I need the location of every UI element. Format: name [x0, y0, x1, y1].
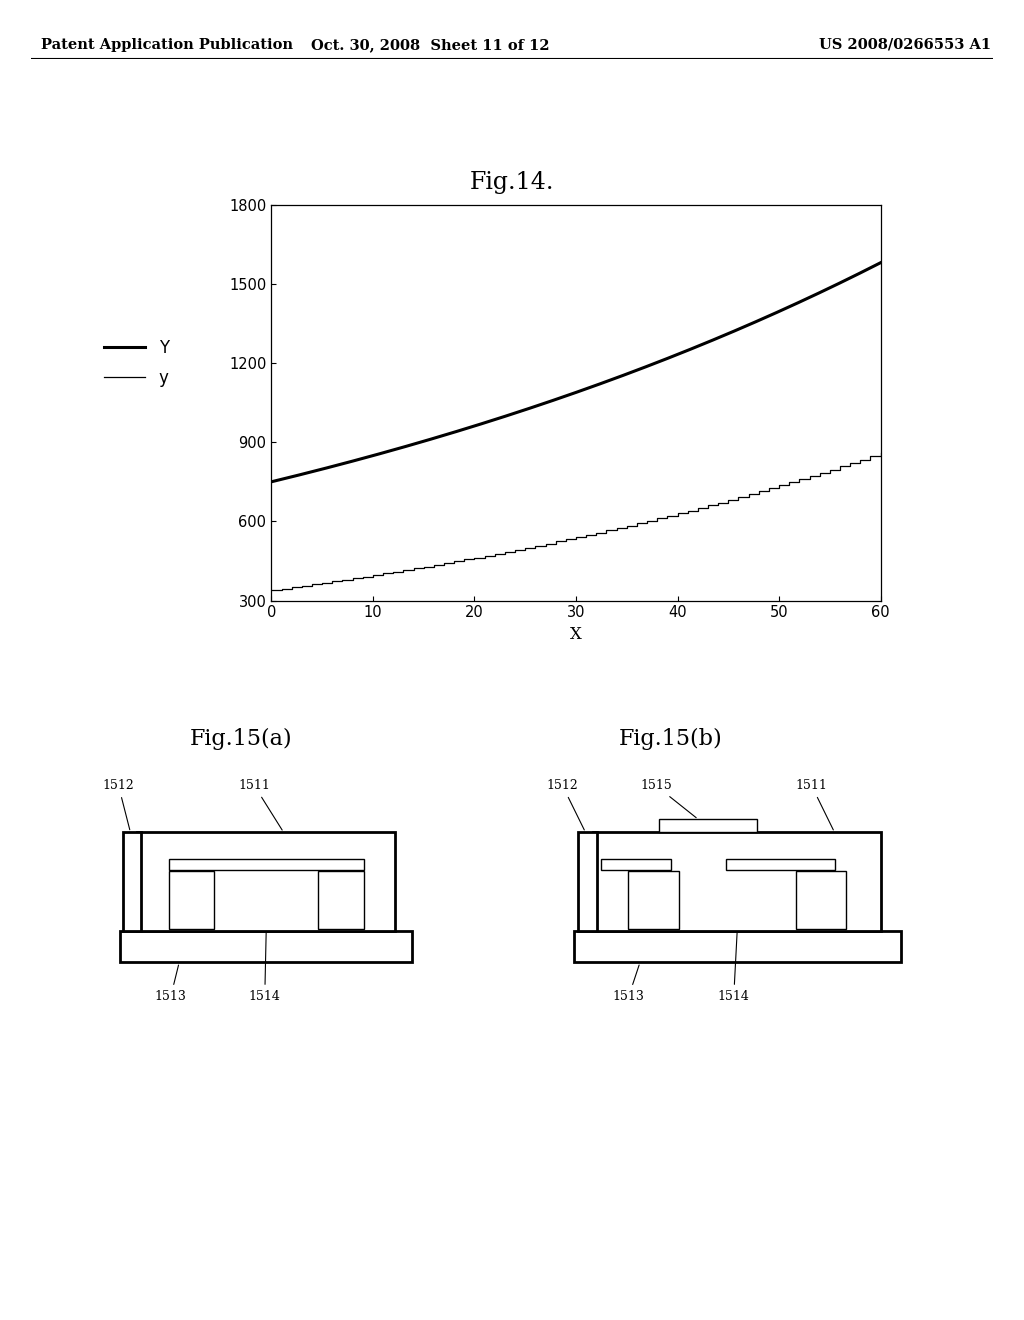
- Bar: [726, 859, 835, 870]
- Bar: [601, 859, 671, 870]
- Text: 1511: 1511: [239, 779, 283, 830]
- Text: 1514: 1514: [718, 932, 750, 1003]
- Text: 1513: 1513: [612, 965, 645, 1003]
- Text: 1511: 1511: [796, 779, 834, 830]
- Text: 1515: 1515: [640, 779, 696, 817]
- Text: 1514: 1514: [249, 932, 281, 1003]
- Text: 1512: 1512: [547, 779, 585, 830]
- Text: Oct. 30, 2008  Sheet 11 of 12: Oct. 30, 2008 Sheet 11 of 12: [310, 38, 550, 51]
- Bar: [120, 931, 413, 962]
- Bar: [137, 833, 395, 931]
- Bar: [318, 871, 364, 929]
- Bar: [169, 871, 214, 929]
- Text: Fig.15(a): Fig.15(a): [189, 729, 292, 750]
- Legend: Y, y: Y, y: [97, 333, 175, 393]
- Bar: [573, 931, 901, 962]
- Bar: [169, 859, 364, 870]
- Bar: [124, 833, 141, 931]
- Text: US 2008/0266553 A1: US 2008/0266553 A1: [819, 38, 991, 51]
- Bar: [796, 871, 846, 929]
- Text: Fig.14.: Fig.14.: [470, 170, 554, 194]
- Text: 1512: 1512: [102, 779, 134, 830]
- X-axis label: X: X: [570, 626, 582, 643]
- Text: Fig.15(b): Fig.15(b): [618, 729, 723, 750]
- Bar: [578, 833, 597, 931]
- Bar: [629, 871, 679, 929]
- Text: 1513: 1513: [155, 965, 186, 1003]
- Text: Patent Application Publication: Patent Application Publication: [41, 38, 293, 51]
- Bar: [659, 820, 757, 833]
- Bar: [593, 833, 882, 931]
